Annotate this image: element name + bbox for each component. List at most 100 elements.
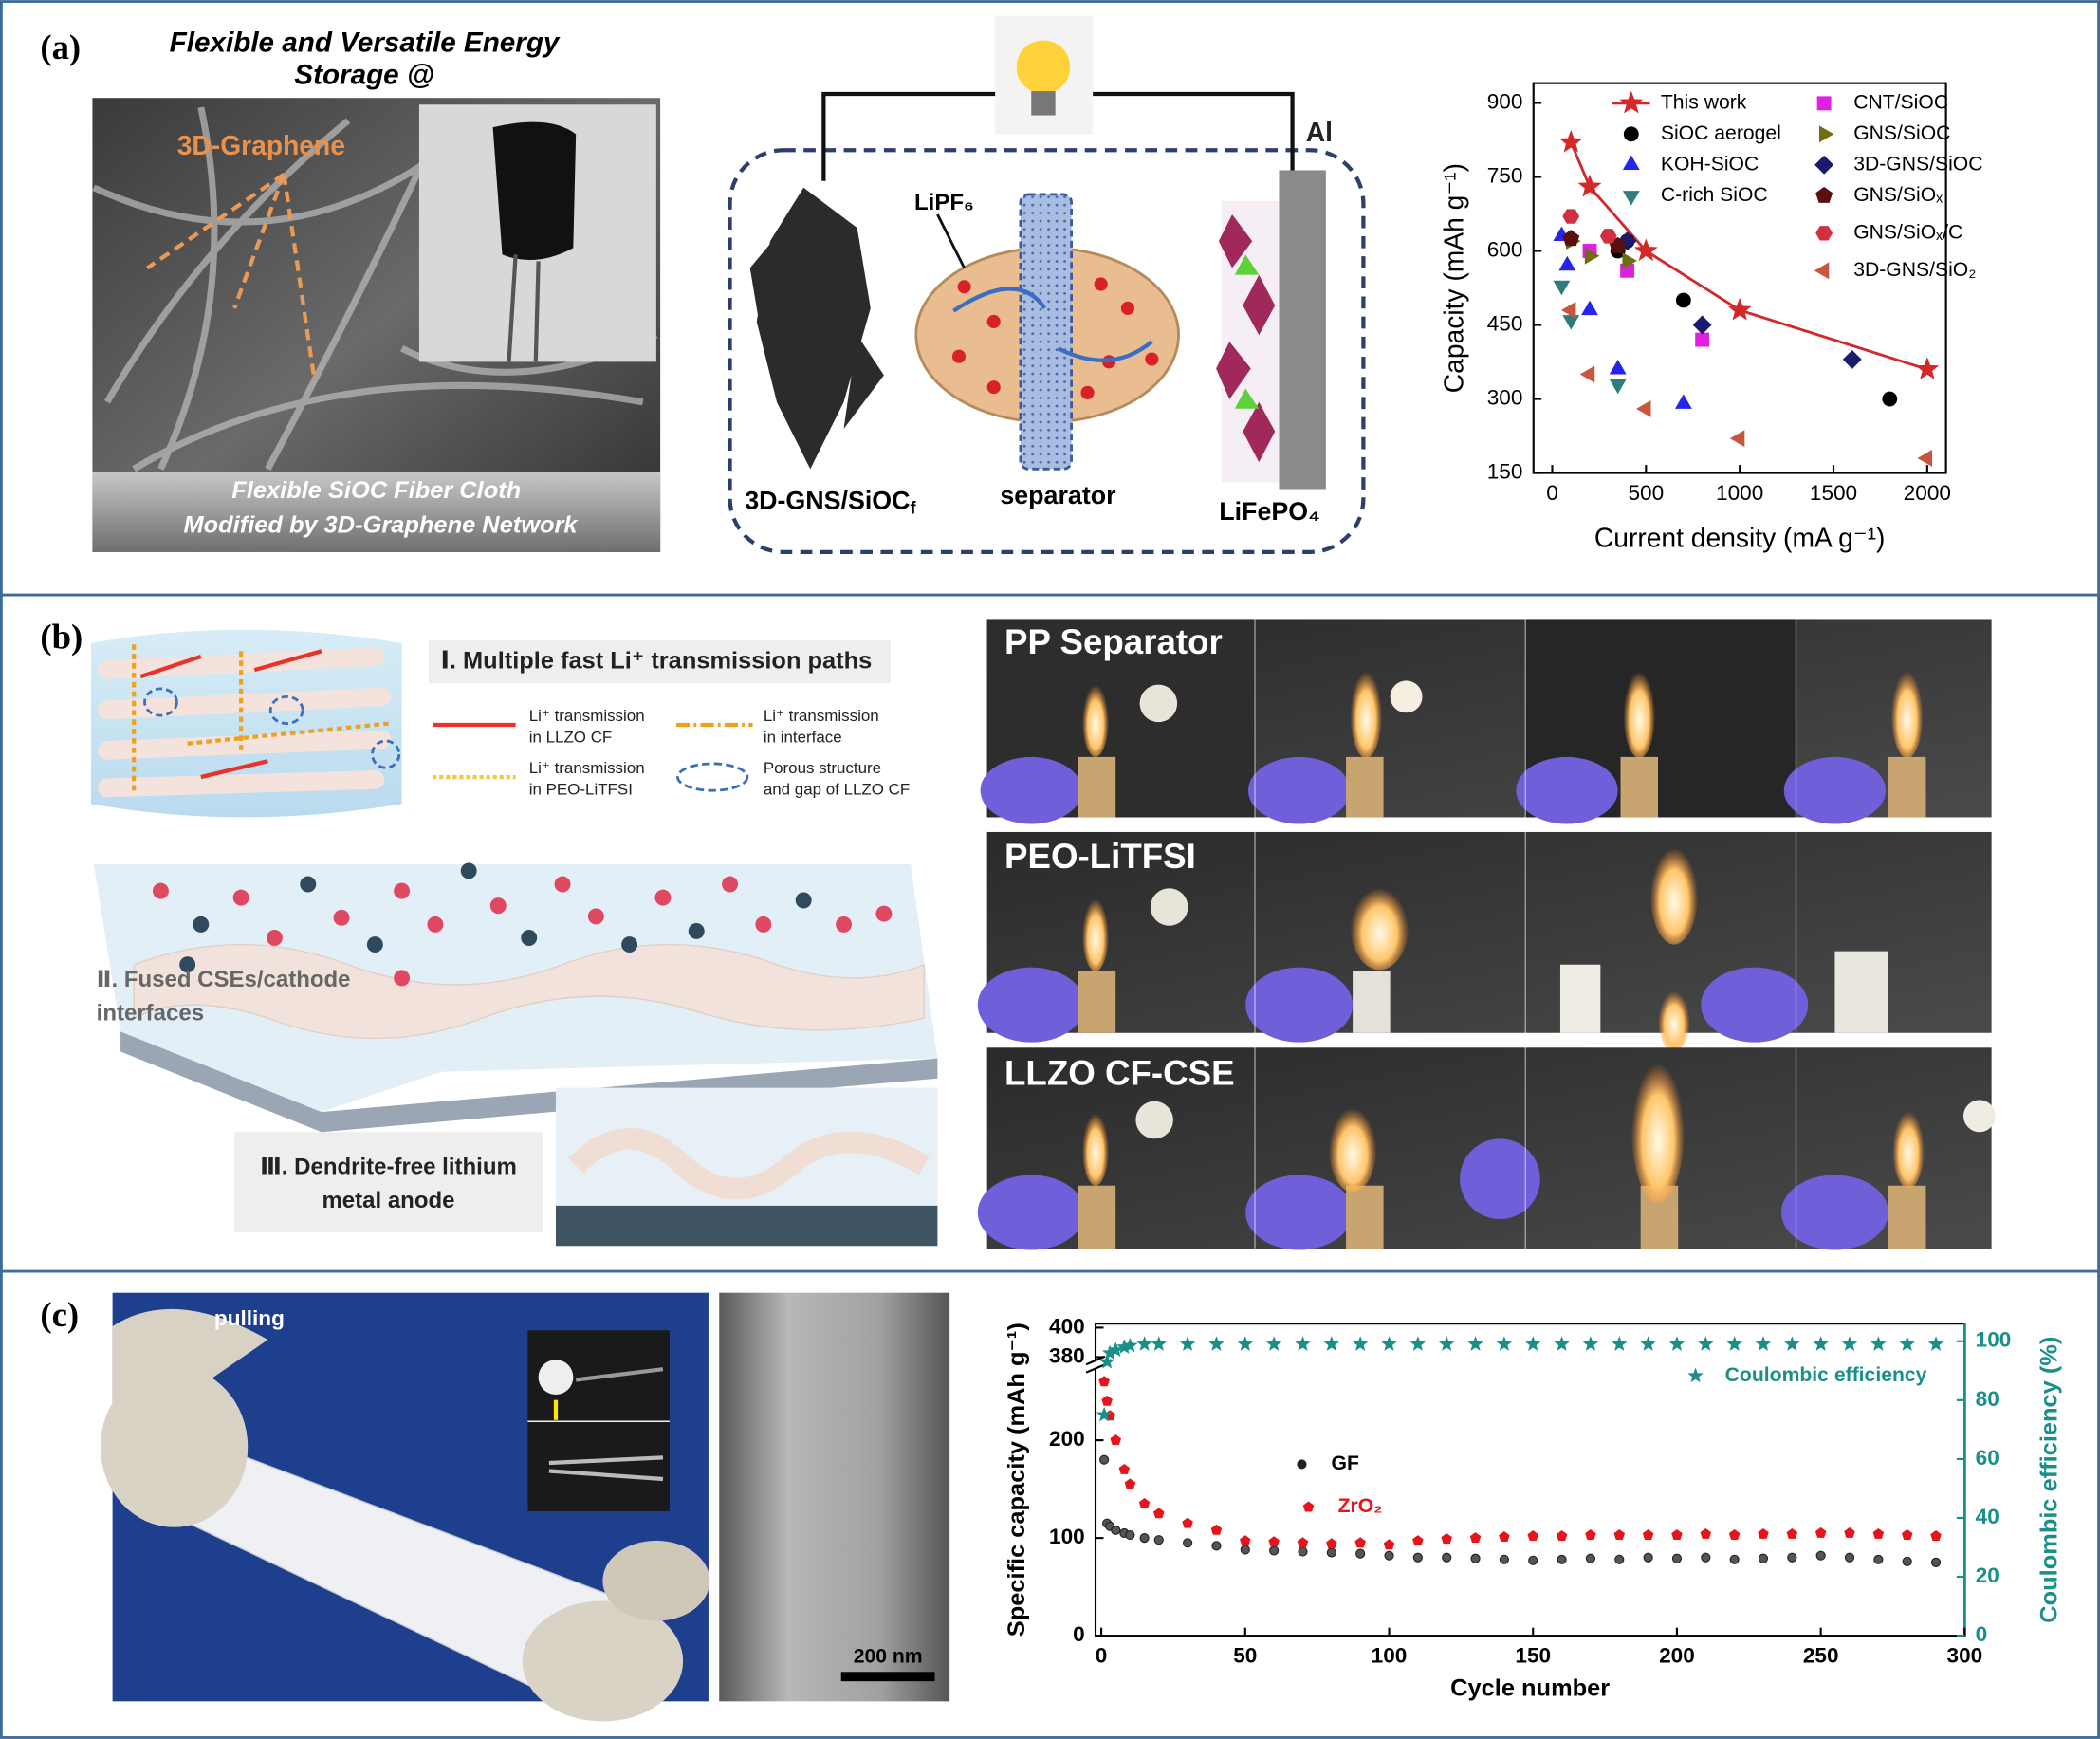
marker (1179, 1336, 1196, 1351)
marker (1122, 1337, 1138, 1353)
marker (1527, 1530, 1538, 1541)
photo-label: pulling (214, 1306, 285, 1330)
x-axis-label: Cycle number (1450, 1674, 1610, 1701)
x-tick-label: 2000 (1904, 481, 1951, 505)
x-tick-label: 500 (1628, 481, 1664, 505)
y-tick-label: 900 (1487, 89, 1523, 113)
photo-row-label: PEO-LiTFSI (1004, 837, 1196, 876)
marker (1409, 1336, 1427, 1351)
marker (1118, 1463, 1131, 1474)
legend-text: in PEO-LiTFSI (529, 781, 633, 799)
marker (1183, 1538, 1193, 1548)
marker (1729, 1554, 1740, 1564)
marker (1111, 1525, 1121, 1535)
y-tick-label: 750 (1487, 163, 1523, 187)
collector-label: Al (1306, 117, 1333, 147)
heading: interfaces (97, 1000, 204, 1026)
marker (1438, 1336, 1455, 1351)
marker (1101, 1395, 1113, 1406)
legend-marker (1622, 155, 1640, 170)
legend-label: C-rich SiOC (1661, 184, 1768, 206)
marker (1182, 1517, 1193, 1528)
marker (1240, 1535, 1251, 1546)
legend-text: in interface (764, 729, 842, 747)
y2-tick-label: 0 (1976, 1622, 1988, 1646)
marker (1640, 1336, 1656, 1351)
marker (1139, 1533, 1150, 1544)
legend-label: GNS/SiOₓ/C (1853, 221, 1962, 243)
separator-label: separator (1000, 481, 1116, 509)
y2-tick-label: 40 (1976, 1505, 1999, 1528)
heading: Ⅰ. Multiple fast Li⁺ transmission paths (440, 647, 872, 674)
marker (1098, 1376, 1110, 1387)
y-tick-label: 150 (1487, 460, 1523, 484)
legend-label: SiOC aerogel (1661, 122, 1781, 144)
legend-marker (1297, 1459, 1307, 1470)
marker (1099, 1454, 1110, 1465)
title: Storage @ (294, 59, 434, 90)
legend-label: This work (1661, 91, 1747, 113)
marker (1727, 297, 1752, 321)
fabric-photo (100, 1292, 950, 1722)
axis-break-gap (1087, 1360, 1104, 1369)
panel-label: (c) (40, 1295, 79, 1334)
legend-marker (1818, 125, 1834, 143)
sem-photo (92, 98, 661, 552)
marker (1268, 1536, 1280, 1547)
marker (1499, 1554, 1509, 1564)
cathode-label: LiFePO₄ (1219, 497, 1320, 526)
marker (1298, 1546, 1308, 1557)
legend-label: ZrO₂ (1338, 1495, 1383, 1517)
marker (1528, 1555, 1538, 1565)
marker (1784, 1336, 1800, 1351)
marker (1870, 1336, 1887, 1351)
marker (1901, 1528, 1913, 1540)
x-tick-label: 0 (1546, 481, 1558, 505)
marker (1323, 1336, 1340, 1351)
marker (1668, 1336, 1686, 1351)
anode-label: 3D-GNS/SiOCf (745, 487, 916, 518)
marker (1930, 1557, 1942, 1567)
title: Flexible and Versatile Energy (170, 28, 561, 59)
caption: Flexible SiOC Fiber Cloth (231, 477, 521, 504)
marker (1354, 1537, 1366, 1548)
marker (1758, 1527, 1769, 1539)
marker (1237, 1336, 1254, 1351)
marker (1633, 238, 1658, 262)
marker (1927, 1336, 1944, 1351)
marker (1609, 379, 1627, 395)
marker (1383, 1539, 1395, 1550)
marker (1384, 1550, 1394, 1561)
marker (1614, 1554, 1625, 1564)
photo-row-label: PP Separator (1004, 622, 1223, 661)
legend-marker (1619, 90, 1644, 114)
marker (1599, 229, 1617, 244)
panel-label: (a) (40, 28, 81, 66)
marker (1814, 1526, 1827, 1538)
marker (1467, 1336, 1483, 1351)
y2-tick-label: 20 (1976, 1563, 1999, 1587)
marker (1265, 1336, 1282, 1351)
marker (1842, 349, 1862, 369)
battery-schematic (728, 16, 1366, 554)
marker (1554, 1336, 1570, 1351)
legend-label: CNT/SiOC (1853, 91, 1948, 113)
legend-label: KOH-SiOC (1661, 153, 1759, 175)
legend-label: 3D-GNS/SiO₂ (1853, 259, 1976, 281)
marker (1609, 360, 1627, 375)
salt-label: LiPF₆ (914, 190, 974, 215)
x-tick-label: 300 (1947, 1644, 1983, 1668)
marker (1558, 255, 1576, 271)
marker (1813, 1336, 1829, 1351)
marker (1577, 174, 1602, 197)
marker (1729, 430, 1745, 448)
marker (1701, 1552, 1711, 1563)
y-tick-label: 0 (1073, 1622, 1085, 1646)
marker (1496, 1336, 1513, 1351)
y-tick-label: 600 (1487, 237, 1523, 261)
legend-marker (1814, 155, 1834, 175)
marker (1096, 1406, 1113, 1422)
ion-spheres (152, 862, 893, 987)
legend-marker (1302, 1501, 1315, 1512)
